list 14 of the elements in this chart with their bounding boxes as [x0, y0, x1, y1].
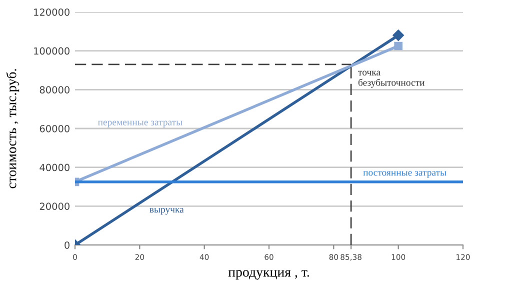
series-label: переменные затраты [98, 120, 182, 128]
annotation: точка безубыточности [358, 70, 425, 88]
y-tick-label: 20000 [40, 202, 70, 210]
point [394, 42, 402, 50]
y-tick-label: 100000 [34, 47, 70, 55]
y-axis-title: стоимость , тыс.руб. [6, 69, 20, 188]
y-tick-label: 40000 [40, 164, 70, 172]
x-axis-title: продукция , т. [228, 270, 310, 280]
y-tick-label: 60000 [40, 124, 70, 132]
y-tick-label: 80000 [40, 86, 70, 94]
y-tick-label: 0 [64, 241, 70, 249]
series-label: постоянные затраты [363, 171, 446, 178]
series-label: выручка [150, 208, 184, 215]
y-tick-label: 120000 [34, 8, 70, 16]
